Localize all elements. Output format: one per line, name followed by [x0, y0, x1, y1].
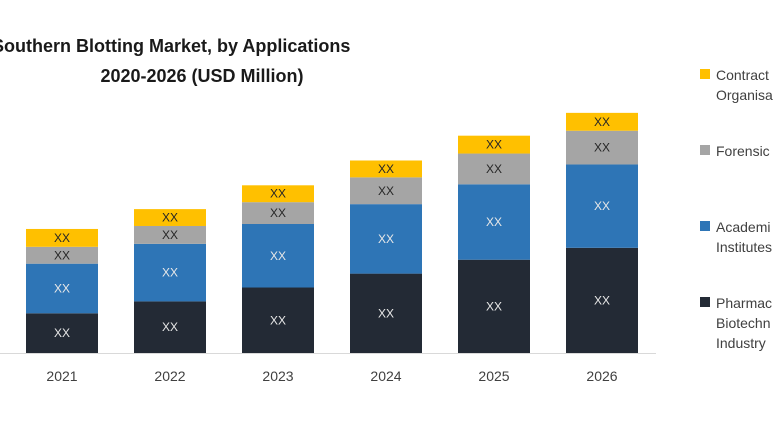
bar-segment-2024-series-2	[350, 204, 422, 274]
data-label-2025-series-3: XX	[486, 162, 502, 176]
legend: Contract Organisa Forensic Academi Institute…	[700, 67, 773, 351]
data-label-2024-series-4: XX	[378, 162, 394, 176]
legend-label-series-1-line-1: Pharmac	[716, 295, 772, 311]
x-tick-label-2022: 2022	[154, 368, 185, 384]
bars-group: XX XX XX XX XX XX XX XX XX XX XX XX XX XX XX XX XX XX XX XX…	[26, 112, 638, 353]
bar-segment-2021-series-4	[26, 228, 98, 247]
bar-segment-2026-series-1	[566, 247, 638, 353]
legend-label-series-2-line-1: Academi	[716, 219, 770, 235]
data-label-2022-series-2: XX	[162, 266, 178, 280]
x-tick-label-2026: 2026	[586, 368, 617, 384]
bar-segment-2021-series-3	[26, 246, 98, 264]
chart-title-line-2: 2020-2026 (USD Million)	[100, 66, 303, 86]
data-label-2026-series-4: XX	[594, 115, 610, 129]
data-label-2023-series-2: XX	[270, 249, 286, 263]
bar-segment-2025-series-2	[458, 184, 530, 260]
bar-segment-2023-series-4	[242, 185, 314, 203]
bar-segment-2024-series-3	[350, 177, 422, 205]
data-label-2025-series-1: XX	[486, 299, 502, 313]
data-label-2024-series-2: XX	[378, 232, 394, 246]
bar-segment-2022-series-4	[134, 209, 206, 226]
bar-segment-2022-series-2	[134, 243, 206, 302]
bar-segment-2024-series-1	[350, 273, 422, 353]
legend-label-series-4-line-1: Contract	[716, 67, 769, 83]
x-tick-label-2025: 2025	[478, 368, 509, 384]
bar-segment-2026-series-4	[566, 112, 638, 131]
bar-segment-2025-series-3	[458, 153, 530, 185]
data-label-2023-series-1: XX	[270, 313, 286, 327]
data-label-2022-series-3: XX	[162, 228, 178, 242]
bar-segment-2025-series-4	[458, 135, 530, 154]
data-label-2021-series-1: XX	[54, 326, 70, 340]
data-label-2023-series-4: XX	[270, 187, 286, 201]
bar-segment-2021-series-2	[26, 263, 98, 314]
legend-label-series-1-line-3: Industry	[716, 335, 766, 351]
legend-swatch-series-2	[700, 221, 710, 231]
legend-swatch-series-3	[700, 145, 710, 155]
data-label-2026-series-1: XX	[594, 293, 610, 307]
data-label-2021-series-4: XX	[54, 231, 70, 245]
data-label-2026-series-3: XX	[594, 141, 610, 155]
x-tick-labels: 2021 2022 2023 2024 2025 2026	[46, 368, 617, 384]
data-label-2025-series-2: XX	[486, 215, 502, 229]
legend-swatch-series-4	[700, 69, 710, 79]
bar-segment-2021-series-1	[26, 313, 98, 353]
x-tick-label-2023: 2023	[262, 368, 293, 384]
bar-segment-2022-series-3	[134, 225, 206, 244]
legend-swatch-series-1	[700, 297, 710, 307]
x-tick-label-2024: 2024	[370, 368, 401, 384]
bar-segment-2023-series-2	[242, 224, 314, 288]
bar-segment-2022-series-1	[134, 301, 206, 353]
bar-segment-2026-series-2	[566, 164, 638, 248]
data-label-2021-series-2: XX	[54, 282, 70, 296]
legend-label-series-1-line-2: Biotechn	[716, 315, 770, 331]
legend-label-series-4-line-2: Organisa	[716, 87, 773, 103]
data-label-2024-series-1: XX	[378, 306, 394, 320]
legend-label-series-2-line-2: Institutes	[716, 239, 772, 255]
bar-segment-2023-series-3	[242, 202, 314, 224]
chart-title-line-1: al Southern Blotting Market, by Applicat…	[0, 36, 350, 56]
data-label-2021-series-3: XX	[54, 248, 70, 262]
bar-segment-2025-series-1	[458, 259, 530, 353]
x-tick-label-2021: 2021	[46, 368, 77, 384]
chart-title: al Southern Blotting Market, by Applicat…	[0, 36, 350, 86]
data-label-2025-series-4: XX	[486, 138, 502, 152]
data-label-2022-series-4: XX	[162, 211, 178, 225]
bar-segment-2026-series-3	[566, 130, 638, 165]
data-label-2022-series-1: XX	[162, 320, 178, 334]
data-label-2026-series-2: XX	[594, 199, 610, 213]
legend-label-series-3-line-1: Forensic	[716, 143, 770, 159]
bar-segment-2023-series-1	[242, 287, 314, 353]
data-label-2023-series-3: XX	[270, 206, 286, 220]
bar-segment-2024-series-4	[350, 160, 422, 178]
data-label-2024-series-3: XX	[378, 184, 394, 198]
